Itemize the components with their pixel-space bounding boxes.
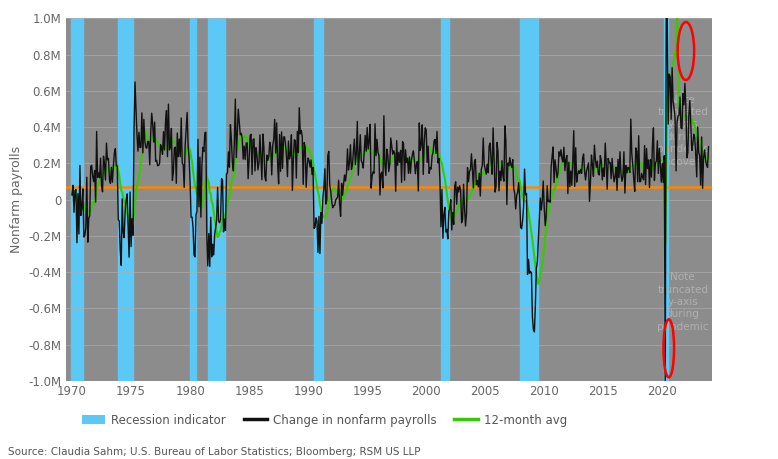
- Bar: [664, 18, 668, 381]
- Bar: [71, 18, 83, 381]
- Bar: [520, 18, 538, 381]
- Y-axis label: Nonfarm payrolls: Nonfarm payrolls: [9, 146, 23, 253]
- Bar: [208, 18, 225, 381]
- Bar: [314, 18, 323, 381]
- Text: Note
truncated
y-axis
during
pandemic
recovery: Note truncated y-axis during pandemic re…: [657, 95, 709, 167]
- Bar: [441, 18, 449, 381]
- Bar: [190, 18, 196, 381]
- Text: Note
truncated
y-axis
during
pandemic: Note truncated y-axis during pandemic: [657, 272, 709, 332]
- Legend: Recession indicator, Change in nonfarm payrolls, 12-month avg: Recession indicator, Change in nonfarm p…: [77, 409, 572, 431]
- Text: Source: Claudia Sahm; U.S. Bureau of Labor Statistics; Bloomberg; RSM US LLP: Source: Claudia Sahm; U.S. Bureau of Lab…: [8, 447, 420, 457]
- Bar: [118, 18, 133, 381]
